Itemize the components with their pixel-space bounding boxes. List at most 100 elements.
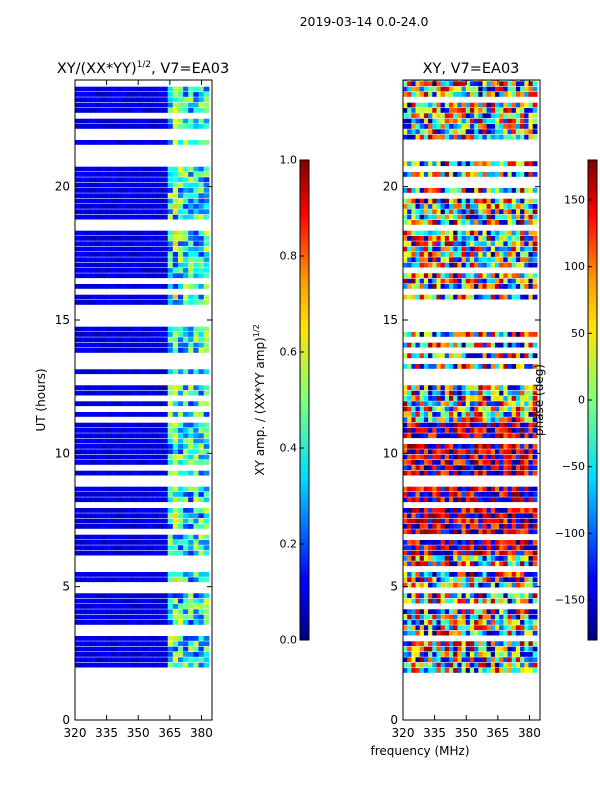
heatmap-cell [490,81,496,87]
heatmap-cell [178,550,184,556]
heatmap-cell [428,278,433,284]
heatmap-cell [80,108,86,113]
heatmap-cell [111,598,117,604]
heatmap-cell [511,134,517,140]
heatmap-cell [486,657,492,663]
heatmap-cell [444,641,450,647]
heatmap-cell [172,492,179,497]
heatmap-cell [188,604,194,609]
heatmap-cell [469,396,475,401]
heatmap-cell [503,81,509,87]
heatmap-cell [100,422,107,428]
heatmap-cell [407,284,412,289]
heatmap-cell [469,460,475,465]
heatmap-cell [121,92,127,97]
heatmap-cell [121,204,127,209]
heatmap-cell [428,118,433,124]
heatmap-cell [499,172,504,177]
heatmap-cell [524,204,530,209]
heatmap-cell [152,108,158,113]
heatmap-cell [532,492,538,497]
heatmap-cell [131,593,138,599]
heatmap-cell [520,641,525,647]
heatmap-cell [515,625,521,631]
heatmap-cell [503,614,509,620]
heatmap-cell [203,540,210,545]
heatmap-cell [198,241,205,247]
heatmap-cell [141,641,148,647]
heatmap-cell [172,262,179,268]
heatmap-cell [162,646,169,652]
heatmap-cell [444,540,450,545]
heatmap-cell [193,230,200,236]
heatmap-cell [511,668,517,673]
heatmap-cell [157,534,164,540]
heatmap-cell [100,598,107,604]
heatmap-cell [524,577,530,583]
heatmap-cell [90,332,97,337]
heatmap-cell [515,204,521,209]
heatmap-cell [461,209,467,215]
heatmap-cell [203,204,210,209]
heatmap-cell [461,465,467,471]
heatmap-cell [116,332,122,337]
heatmap-cell [490,273,496,279]
heatmap-cell [183,646,189,652]
heatmap-cell [532,364,538,369]
heatmap-cell [440,417,446,423]
heatmap-cell [465,86,471,92]
heatmap-cell [520,161,525,167]
heatmap-cell [407,198,412,204]
heatmap-cell [193,166,200,172]
heatmap-cell [157,401,164,407]
heatmap-cell [465,529,471,535]
heatmap-cell [419,598,425,604]
heatmap-cell [403,124,408,129]
heatmap-cell [440,385,446,391]
heatmap-cell [75,118,81,124]
heatmap-cell [85,118,91,124]
heatmap-cell [157,454,164,460]
heatmap-cell [515,390,521,396]
heatmap-cell [469,668,475,673]
heatmap-cell [478,652,484,657]
heatmap-cell [428,630,433,636]
heatmap-cell [152,641,158,647]
heatmap-cell [461,230,467,236]
heatmap-cell [407,124,412,129]
heatmap-cell [423,598,429,604]
heatmap-cell [126,273,133,279]
heatmap-cell [469,646,475,652]
heatmap-cell [111,337,117,343]
heatmap-cell [478,545,484,551]
heatmap-cell [136,540,143,545]
heatmap-cell [423,449,429,455]
heatmap-cell [403,572,408,577]
heatmap-cell [503,630,509,636]
heatmap-cell [495,396,500,401]
heatmap-cell [511,652,517,657]
heatmap-cell [482,332,488,337]
heatmap-cell [490,332,496,337]
heatmap-cell [486,188,492,193]
heatmap-cell [105,460,112,465]
heatmap-cell [157,438,164,444]
heatmap-cell [167,433,174,439]
heatmap-cell [111,124,117,129]
heatmap-cell [449,630,454,636]
heatmap-cell [126,390,133,396]
heatmap-cell [188,545,194,551]
heatmap-cell [449,124,454,129]
heatmap-cell [407,342,412,348]
heatmap-cell [499,577,504,583]
heatmap-cell [432,620,438,625]
heatmap-cell [100,300,107,305]
heatmap-cell [111,369,117,375]
heatmap-cell [461,572,467,577]
heatmap-cell [423,545,429,551]
heatmap-cell [75,545,81,551]
colorbar-tick-label: 0.0 [280,634,298,647]
heatmap-cell [411,561,417,567]
heatmap-cell [111,166,117,172]
heatmap-cell [90,252,97,257]
